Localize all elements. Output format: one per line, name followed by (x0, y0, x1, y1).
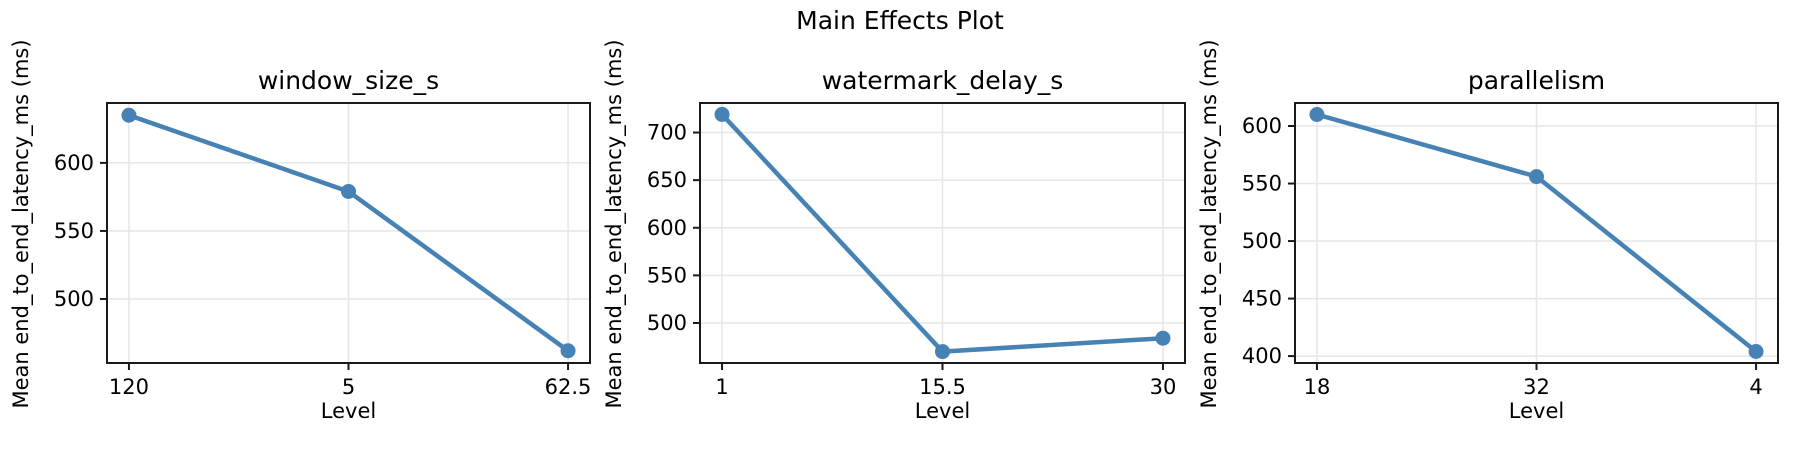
axes-area: 400 450 500 550 600 18 32 4 (1242, 102, 1779, 399)
subplot-window-size-s: window_size_s Mean end_to_end_latency_ms… (9, 0, 591, 450)
x-axis-label: Level (1508, 399, 1565, 423)
x-axis-label: Level (914, 399, 971, 423)
y-tick-label: 650 (647, 168, 687, 192)
y-tick-label: 550 (647, 263, 687, 287)
data-point (341, 183, 356, 199)
data-point (1529, 169, 1544, 185)
subplot-parallelism: parallelism Mean end_to_end_latency_ms (… (1197, 0, 1779, 450)
y-tick-label: 400 (1242, 344, 1282, 368)
axes-area: 500 550 600 120 5 62.5 (54, 102, 591, 399)
x-tick-label: 5 (342, 375, 355, 399)
x-axis-label: Level (320, 399, 377, 423)
subplot-title: window_size_s (257, 66, 440, 95)
x-tick-label: 32 (1523, 375, 1550, 399)
y-tick-label: 600 (647, 216, 687, 240)
y-tick-label: 700 (647, 121, 687, 145)
subplot-title: watermark_delay_s (821, 66, 1064, 95)
y-axis-label-text: Mean end_to_end_latency_ms (ms) (1197, 39, 1221, 409)
subplot-title: parallelism (1467, 66, 1606, 95)
data-point (560, 343, 576, 359)
data-point (1748, 343, 1764, 359)
x-tick-label: 1 (715, 375, 728, 399)
y-axis-label-text: Mean end_to_end_latency_ms (ms) (9, 39, 33, 409)
axes-area: 500 550 600 650 700 1 15.5 30 (647, 102, 1186, 399)
data-point (935, 344, 950, 360)
x-tick-label: 62.5 (545, 375, 592, 399)
data-point (121, 107, 137, 123)
y-tick-label: 550 (1242, 172, 1282, 196)
y-axis-label-text: Mean end_to_end_latency_ms (ms) (602, 39, 626, 409)
y-tick-label: 600 (54, 151, 94, 175)
y-tick-label: 550 (54, 219, 94, 243)
x-tick-label: 18 (1304, 375, 1331, 399)
y-tick-label: 500 (647, 311, 687, 335)
data-point (1155, 330, 1171, 346)
subplot-watermark-delay-s: watermark_delay_s Mean end_to_end_latenc… (602, 0, 1186, 450)
y-tick-label: 500 (54, 287, 94, 311)
x-tick-label: 30 (1150, 375, 1177, 399)
x-tick-label: 4 (1749, 375, 1762, 399)
data-point (1309, 107, 1325, 123)
x-tick-label: 15.5 (919, 375, 966, 399)
figure-title: Main Effects Plot (796, 6, 1004, 35)
y-tick-label: 450 (1242, 287, 1282, 311)
y-tick-label: 500 (1242, 229, 1282, 253)
y-tick-label: 600 (1242, 114, 1282, 138)
x-tick-label: 120 (109, 375, 149, 399)
data-point (714, 106, 730, 122)
